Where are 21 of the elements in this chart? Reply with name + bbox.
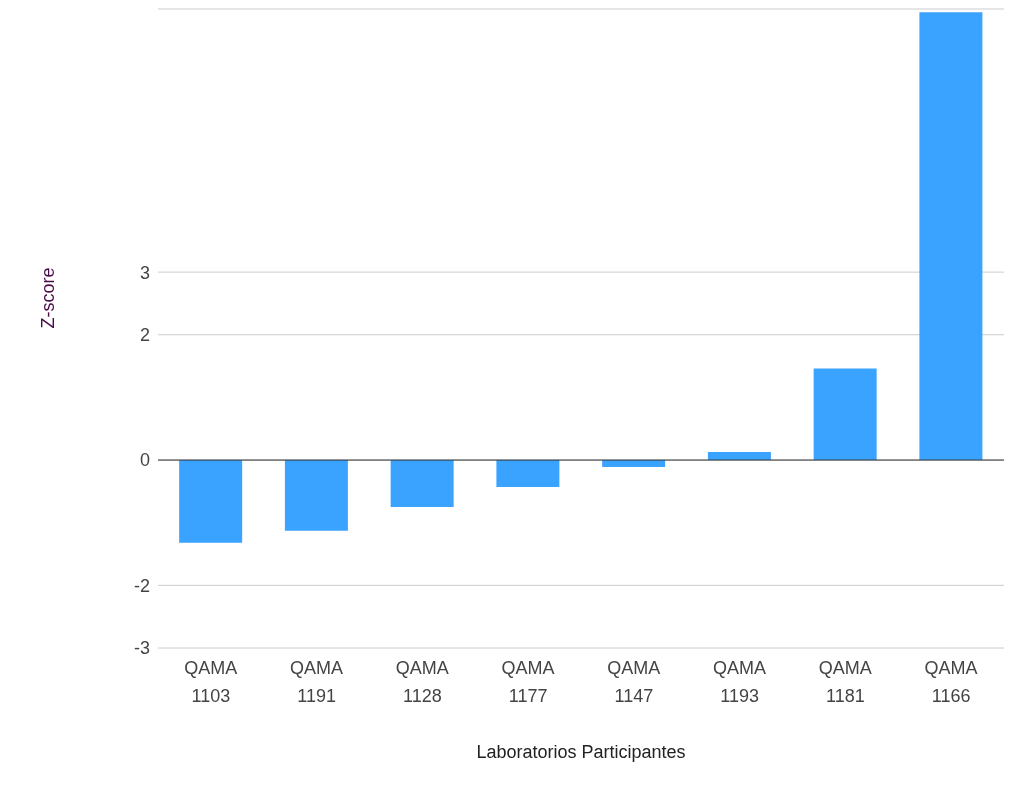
bar xyxy=(284,460,348,531)
x-tick-label: QAMA 1128 xyxy=(395,658,449,706)
y-tick-label: 2 xyxy=(139,325,150,346)
x-tick-label: QAMA 1103 xyxy=(184,658,238,706)
bar xyxy=(390,460,454,508)
y-tick-label: 3 xyxy=(139,262,150,283)
y-tick-label: -2 xyxy=(133,575,150,596)
y-axis-title: Z-score xyxy=(38,267,59,329)
x-tick-label: QAMA 1193 xyxy=(713,658,767,706)
x-tick-label: QAMA 1177 xyxy=(501,658,555,706)
y-tick-label: 0 xyxy=(139,450,150,471)
bar xyxy=(496,460,560,487)
x-tick-label: QAMA 1181 xyxy=(818,658,872,706)
bar xyxy=(813,368,877,461)
bar xyxy=(179,460,243,543)
x-tick-label: QAMA 1191 xyxy=(290,658,344,706)
y-tick-label: -3 xyxy=(133,638,150,659)
x-tick-label: QAMA 1166 xyxy=(924,658,978,706)
bar xyxy=(919,12,983,461)
x-tick-label: QAMA 1147 xyxy=(607,658,661,706)
x-axis-title: Laboratorios Participantes xyxy=(476,742,686,762)
